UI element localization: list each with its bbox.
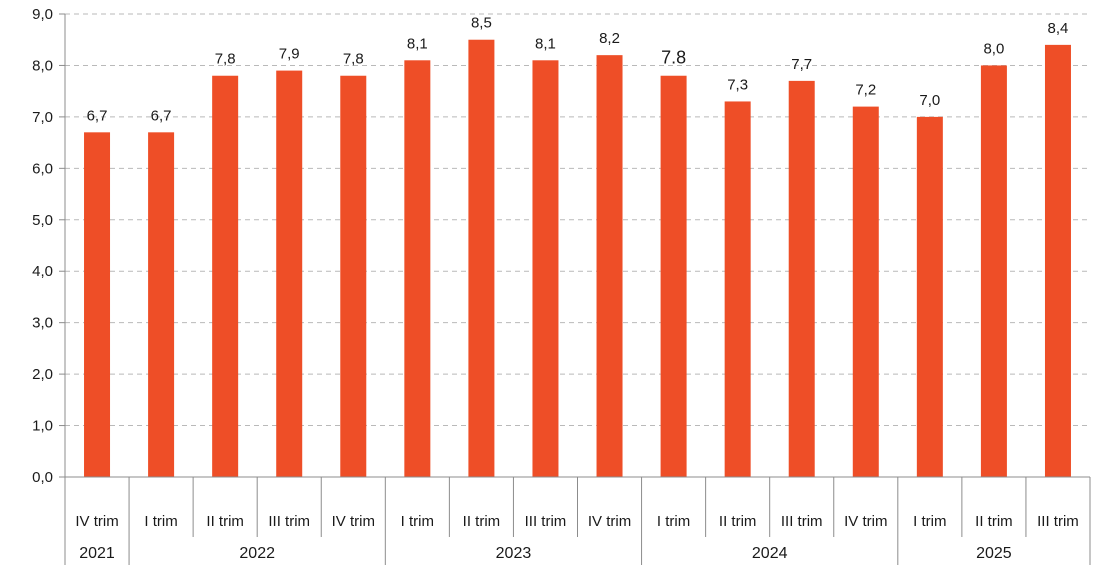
x-quarter-label: III trim [525,513,567,530]
x-quarter-label: III trim [268,513,310,530]
y-tick-label: 8,0 [32,57,53,74]
x-quarter-label: IV trim [332,513,375,530]
bar-value-label: 8,0 [983,40,1004,57]
bar [916,116,943,477]
bar-value-label: 8,4 [1048,20,1069,37]
bar-value-label: 7,2 [855,82,876,99]
x-quarter-label: I trim [657,513,690,530]
y-tick-label: 2,0 [32,366,53,383]
x-year-label: 2022 [239,545,275,562]
y-tick-label: 4,0 [32,263,53,280]
x-axis: IV trim I trim II trim III trim IV trim I tri… [64,476,1091,565]
x-year-label: 2023 [496,545,532,562]
bar [212,75,239,477]
y-tick-label: 3,0 [32,315,53,332]
x-year-label: 2025 [976,545,1012,562]
bar-value-label: 6,7 [151,107,172,124]
x-quarter-label: III trim [781,513,823,530]
bar-value-label: 7,8 [343,51,364,68]
bar [724,101,751,477]
x-year-label: 2021 [79,545,115,562]
bar [596,55,623,478]
y-tick-label: 0,0 [32,469,53,486]
bar [532,60,559,478]
x-quarter-label: I trim [401,513,434,530]
bar-value-label: 7,9 [279,46,300,63]
x-quarter-label: II trim [463,513,501,530]
bar-value-label: 8,1 [535,35,556,52]
bar [276,70,303,477]
bar-value-label: 8,2 [599,30,620,47]
x-quarter-label: II trim [975,513,1013,530]
x-quarter-label: IV trim [588,513,631,530]
bar [660,75,687,477]
bar [148,132,175,478]
bar-value-label: 8,5 [471,15,492,32]
bar-value-label: 8,1 [407,35,428,52]
x-quarter-label: III trim [1037,513,1079,530]
bar [1044,44,1071,477]
y-tick-label: 5,0 [32,212,53,229]
x-quarter-label: IV trim [844,513,887,530]
bar-value-label: 7,8 [215,51,236,68]
data-labels: 6,7 6,7 7,8 7,9 7,8 8,1 8,5 8,1 8,2 7.8 7,3 7,7 7,2 7… [87,15,1069,125]
bar [404,60,431,478]
x-quarter-label: I trim [913,513,946,530]
bar [852,106,879,477]
y-tick-label: 7,0 [32,109,53,126]
x-quarter-label: II trim [719,513,757,530]
bar-value-label: 6,7 [87,107,108,124]
bar [980,65,1007,477]
y-tick-label: 9,0 [32,6,53,23]
y-tick-label: 6,0 [32,160,53,177]
y-tick-label: 1,0 [32,418,53,435]
x-quarter-label: IV trim [75,513,118,530]
bars [84,39,1071,478]
y-axis: 0,0 1,0 2,0 3,0 4,0 5,0 6,0 7,0 8,0 9,0 [32,6,66,486]
bar-value-label: 7,0 [919,92,940,109]
x-quarter-label: II trim [206,513,244,530]
x-year-label: 2024 [752,545,788,562]
bar [788,80,815,477]
bar [468,39,495,477]
bar [84,132,111,478]
x-quarter-label: I trim [144,513,177,530]
bar-value-label: 7,3 [727,76,748,93]
bar [340,75,367,477]
bar-value-label: 7.8 [661,48,686,68]
bar-value-label: 7,7 [791,56,812,73]
